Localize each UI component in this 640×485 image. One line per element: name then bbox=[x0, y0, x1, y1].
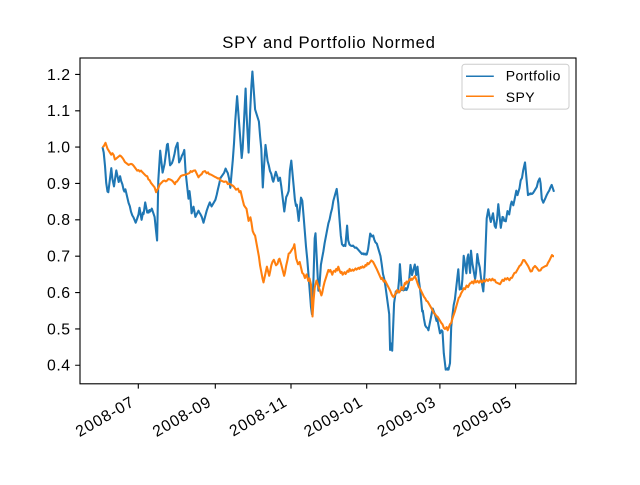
svg-text:0.6: 0.6 bbox=[47, 285, 70, 302]
svg-text:SPY: SPY bbox=[506, 89, 535, 105]
svg-text:Portfolio: Portfolio bbox=[506, 67, 561, 83]
svg-text:0.4: 0.4 bbox=[47, 358, 70, 375]
svg-text:SPY and Portfolio Normed: SPY and Portfolio Normed bbox=[222, 33, 435, 52]
svg-text:0.5: 0.5 bbox=[47, 321, 70, 338]
svg-text:1.1: 1.1 bbox=[47, 103, 70, 120]
svg-text:1.0: 1.0 bbox=[47, 140, 70, 157]
svg-text:0.9: 0.9 bbox=[47, 176, 70, 193]
svg-text:1.2: 1.2 bbox=[47, 67, 70, 84]
svg-text:0.8: 0.8 bbox=[47, 212, 70, 229]
svg-text:0.7: 0.7 bbox=[47, 249, 70, 266]
